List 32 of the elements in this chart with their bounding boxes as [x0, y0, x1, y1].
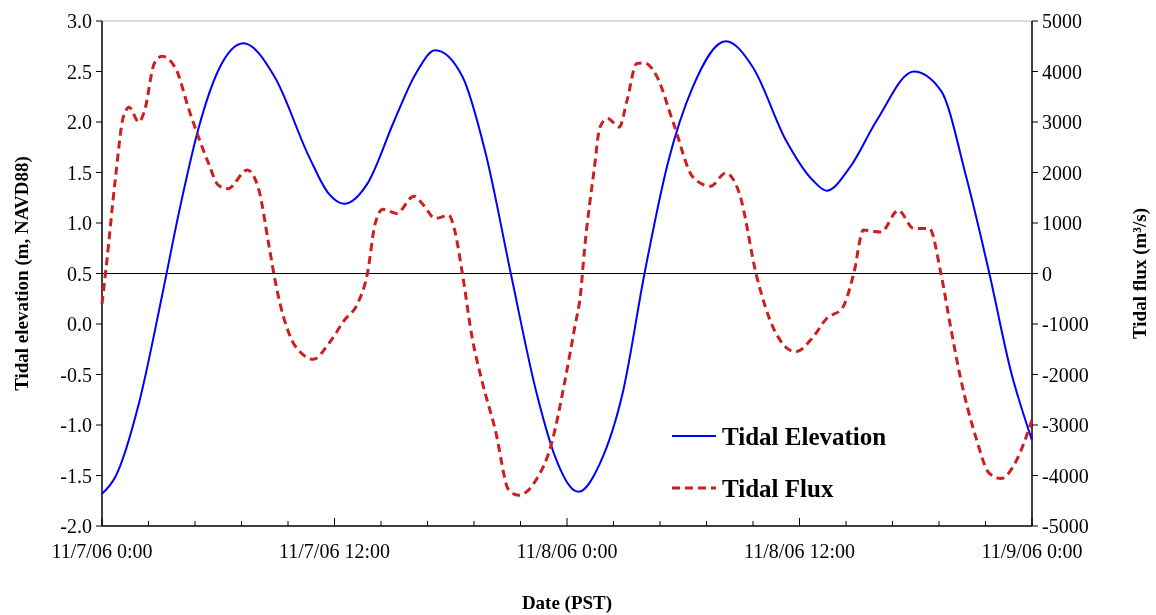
x-tick-label: 11/8/06 12:00	[744, 540, 855, 562]
y2-tick-label: 5000	[1042, 10, 1082, 32]
y-tick-label: 3.0	[67, 10, 92, 32]
y-tick-label: -0.5	[60, 363, 92, 386]
y2-tick-label: 2000	[1042, 161, 1082, 184]
y-tick-label: -2.0	[60, 515, 92, 537]
y-tick-label: 2.5	[67, 60, 92, 83]
legend-label: Tidal Elevation	[722, 422, 887, 450]
x-tick-label: 11/7/06 12:00	[279, 540, 390, 562]
y-tick-label: 2.0	[67, 111, 92, 133]
y-tick-label: 1.5	[67, 161, 92, 184]
x-axis-title: Date (PST)	[521, 592, 613, 614]
legend-label: Tidal Flux	[722, 474, 834, 502]
y2-tick-label: 3000	[1042, 111, 1082, 133]
y-tick-label: 0.5	[67, 262, 92, 285]
y-tick-label: -1.0	[60, 414, 92, 436]
x-tick-label: 11/8/06 0:00	[516, 540, 618, 562]
y2-tick-label: -2000	[1042, 363, 1089, 386]
y2-tick-label: 4000	[1042, 60, 1082, 83]
y2-axis-title: Tidal flux (m³/s)	[1129, 208, 1151, 339]
x-tick-label: 11/9/06 0:00	[981, 540, 1083, 562]
y2-tick-label: -4000	[1042, 464, 1089, 487]
y-axis-title: Tidal elevation (m, NAVD88)	[11, 156, 33, 391]
y-tick-label: 1.0	[67, 212, 92, 234]
y2-tick-label: -1000	[1042, 313, 1089, 335]
y2-tick-label: -3000	[1042, 414, 1089, 436]
y2-tick-label: 0	[1042, 262, 1052, 285]
y-tick-label: 0.0	[67, 313, 92, 335]
y-tick-label: -1.5	[60, 464, 92, 487]
x-tick-label: 11/7/06 0:00	[51, 540, 153, 562]
y2-tick-label: 1000	[1042, 212, 1082, 234]
y2-tick-label: -5000	[1042, 515, 1089, 537]
